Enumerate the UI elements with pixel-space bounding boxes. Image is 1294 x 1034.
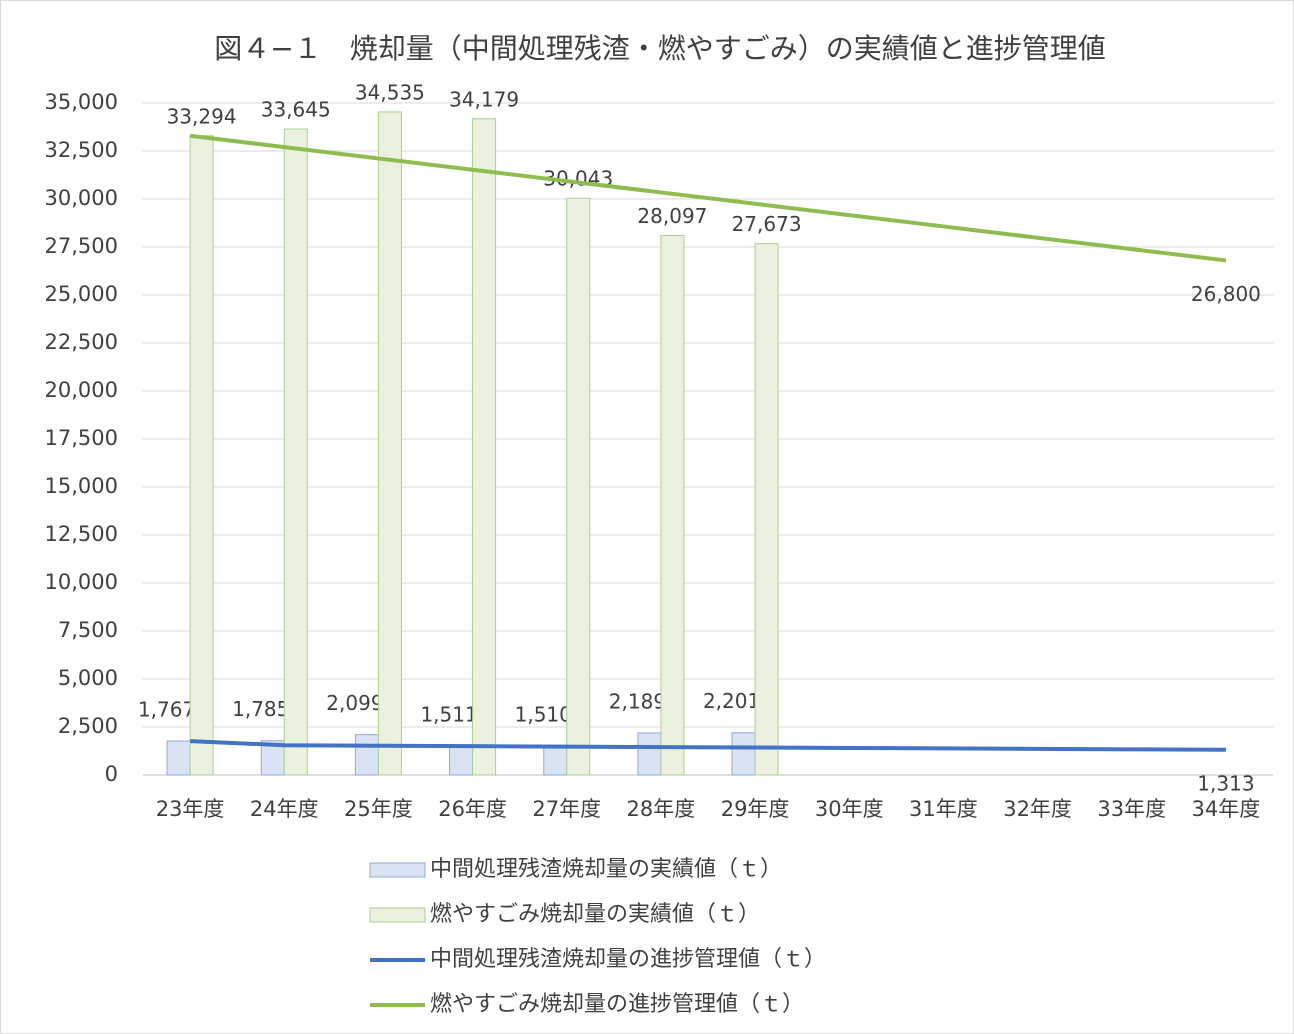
data-label: 26,800 <box>1191 282 1261 306</box>
x-tick-label: 34年度 <box>1192 797 1261 821</box>
legend-label: 中間処理残渣焼却量の進捗管理値（ｔ） <box>430 947 826 972</box>
y-tick-label: 2,500 <box>58 714 118 738</box>
data-label: 1,510 <box>515 703 572 727</box>
bar <box>637 732 662 776</box>
y-tick-label: 27,500 <box>45 234 118 258</box>
x-tick-label: 29年度 <box>721 797 790 821</box>
x-tick-label: 25年度 <box>344 797 413 821</box>
y-tick-label: 12,500 <box>45 522 118 546</box>
y-tick-label: 10,000 <box>45 570 118 594</box>
y-tick-label: 25,000 <box>45 282 118 306</box>
y-tick-label: 0 <box>105 762 118 786</box>
legend-label: 燃やすごみ焼却量の実績値（ｔ） <box>430 902 760 927</box>
bar <box>377 111 402 776</box>
bar <box>283 128 308 776</box>
data-label: 1,511 <box>420 702 477 726</box>
bar <box>543 745 568 776</box>
legend-swatch <box>369 862 426 878</box>
data-label: 33,294 <box>167 104 237 128</box>
y-tick-label: 32,500 <box>45 138 118 162</box>
chart-title: 図４−１ 焼却量（中間処理残渣・燃やすごみ）の実績値と進捗管理値 <box>214 32 1105 65</box>
bar <box>754 243 779 776</box>
y-tick-label: 35,000 <box>45 90 118 114</box>
data-label: 1,313 <box>1197 771 1254 795</box>
data-label: 34,179 <box>449 87 519 111</box>
bar <box>472 118 497 776</box>
data-label: 27,673 <box>732 212 802 236</box>
y-tick-label: 5,000 <box>58 666 118 690</box>
x-tick-label: 27年度 <box>532 797 601 821</box>
data-label: 33,645 <box>261 98 331 122</box>
legend-label: 中間処理残渣焼却量の実績値（ｔ） <box>430 857 782 882</box>
data-label: 28,097 <box>637 204 707 228</box>
line <box>189 133 1227 263</box>
data-label: 2,189 <box>609 689 666 713</box>
y-tick-label: 20,000 <box>45 378 118 402</box>
bar <box>566 197 591 776</box>
x-tick-label: 33年度 <box>1097 797 1166 821</box>
x-tick-label: 24年度 <box>250 797 319 821</box>
data-label: 34,535 <box>355 80 425 104</box>
data-label: 2,099 <box>326 691 383 715</box>
y-tick-label: 7,500 <box>58 618 118 642</box>
y-tick-label: 30,000 <box>45 186 118 210</box>
bar <box>660 235 685 776</box>
x-tick-label: 31年度 <box>909 797 978 821</box>
bar <box>189 135 214 776</box>
x-tick-label: 26年度 <box>438 797 507 821</box>
x-tick-label: 32年度 <box>1003 797 1072 821</box>
bar <box>354 734 379 776</box>
data-label: 1,767 <box>138 698 195 722</box>
y-tick-label: 17,500 <box>45 426 118 450</box>
y-tick-label: 22,500 <box>45 330 118 354</box>
x-tick-label: 28年度 <box>627 797 696 821</box>
x-tick-label: 23年度 <box>156 797 225 821</box>
legend-label: 燃やすごみ焼却量の進捗管理値（ｔ） <box>430 992 804 1017</box>
bar <box>166 740 191 776</box>
data-label: 2,201 <box>703 689 760 713</box>
line <box>189 739 1226 752</box>
data-label: 1,785 <box>232 697 289 721</box>
y-tick-label: 15,000 <box>45 474 118 498</box>
x-tick-label: 30年度 <box>815 797 884 821</box>
legend-swatch <box>369 907 426 923</box>
bar <box>449 745 474 776</box>
bar <box>731 732 756 776</box>
